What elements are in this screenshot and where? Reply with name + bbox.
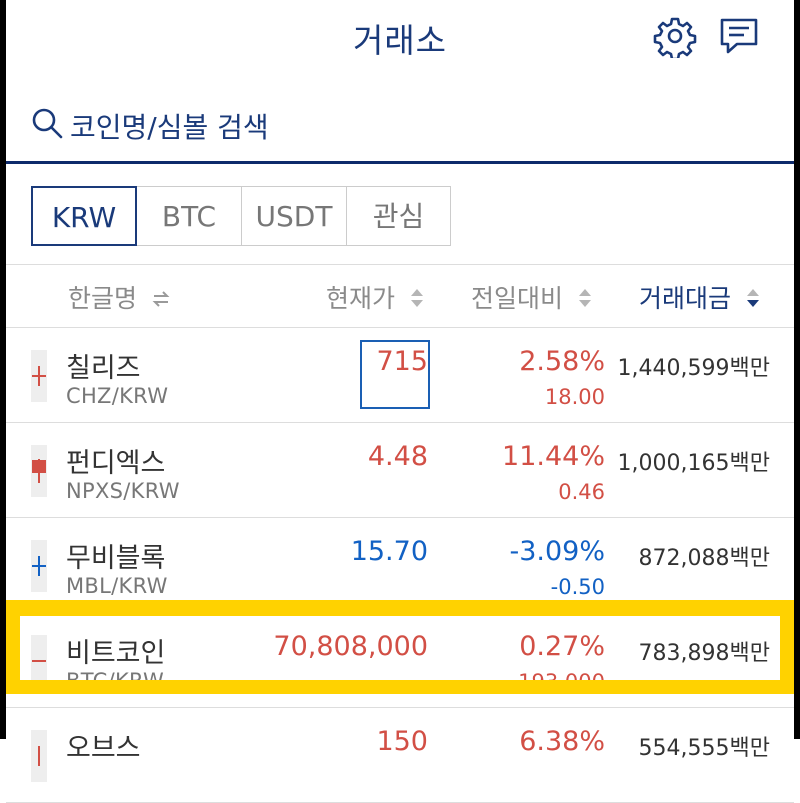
price-focus-outline (360, 340, 430, 409)
change-percent: 0.27% (519, 631, 605, 662)
page-title: 거래소 (352, 21, 448, 60)
swap-arrows-icon (151, 286, 171, 315)
sort-desc-icon (745, 286, 761, 315)
current-price: 715 (376, 346, 428, 377)
search-icon (32, 108, 63, 139)
coin-name: 오브스 (66, 733, 141, 764)
coin-name: 펀디엑스 (66, 448, 166, 479)
sort-icon (409, 286, 425, 315)
coin-name: 칠리즈 (66, 353, 141, 384)
current-price: 15.70 (350, 536, 428, 567)
current-price: 4.48 (367, 441, 428, 472)
coin-symbol: CHZ/KRW (66, 384, 169, 408)
change-amount: 193,000 (518, 670, 605, 694)
column-name-label: 한글명 (68, 284, 138, 313)
column-header-change[interactable]: 전일대비 (471, 279, 593, 315)
tab-usdt[interactable]: USDT (242, 186, 347, 246)
coin-name: 무비블록 (66, 543, 166, 574)
candle-icon (31, 635, 47, 687)
column-header-volume[interactable]: 거래대금 (639, 279, 761, 315)
coin-symbol: BTC/KRW (66, 669, 165, 693)
coin-symbol: MBL/KRW (66, 574, 168, 598)
column-header-price[interactable]: 현재가 (326, 279, 425, 315)
candle-icon (31, 540, 47, 592)
sort-icon (577, 286, 593, 315)
column-header-name[interactable]: 한글명 (68, 279, 171, 315)
column-change-label: 전일대비 (471, 284, 564, 313)
current-price: 70,808,000 (273, 631, 428, 662)
app-header: 거래소 (6, 0, 794, 70)
tab-btc[interactable]: BTC (137, 186, 242, 246)
market-tabs: KRW BTC USDT 관심 (31, 186, 451, 246)
change-percent: -3.09% (509, 536, 605, 567)
column-volume-label: 거래대금 (639, 284, 732, 313)
gear-icon[interactable] (653, 14, 697, 61)
trade-volume: 783,898백만 (638, 641, 770, 666)
candle-icon (31, 445, 47, 497)
left-frame-edge (0, 0, 6, 739)
right-frame-edge (794, 0, 800, 739)
change-amount: 18.00 (544, 385, 605, 409)
table-row[interactable]: 펀디엑스 NPXS/KRW 4.48 11.44% 0.46 1,000,165… (6, 423, 794, 518)
table-row[interactable]: 오브스 150 6.38% 554,555백만 (6, 708, 794, 803)
tab-krw[interactable]: KRW (31, 186, 137, 246)
table-header: 한글명 현재가 전일대비 거래대금 (6, 264, 794, 328)
table-row[interactable]: 칠리즈 CHZ/KRW 715 2.58% 18.00 1,440,599백만 (6, 328, 794, 423)
trade-volume: 554,555백만 (638, 736, 770, 761)
chat-icon[interactable] (717, 14, 761, 58)
change-percent: 2.58% (519, 346, 605, 377)
trade-volume: 1,440,599백만 (617, 356, 770, 381)
change-amount: -0.50 (550, 575, 605, 599)
column-price-label: 현재가 (326, 284, 396, 313)
table-row[interactable]: 비트코인 BTC/KRW 70,808,000 0.27% 193,000 78… (6, 613, 794, 708)
change-percent: 11.44% (502, 441, 605, 472)
candle-icon (31, 730, 47, 782)
coin-name: 비트코인 (66, 638, 166, 669)
candle-icon (31, 350, 47, 402)
tab-favorites[interactable]: 관심 (347, 186, 451, 246)
change-amount: 0.46 (558, 480, 605, 504)
current-price: 150 (376, 726, 428, 757)
coin-symbol: NPXS/KRW (66, 479, 180, 503)
search-bar[interactable]: 코인명/심볼 검색 (6, 92, 794, 164)
trade-volume: 1,000,165백만 (617, 451, 770, 476)
search-input[interactable]: 코인명/심볼 검색 (70, 111, 269, 144)
table-row[interactable]: 무비블록 MBL/KRW 15.70 -3.09% -0.50 872,088백… (6, 518, 794, 613)
trade-volume: 872,088백만 (638, 546, 770, 571)
change-percent: 6.38% (519, 726, 605, 757)
